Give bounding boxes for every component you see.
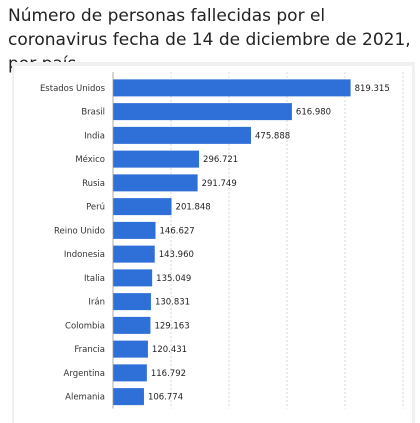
category-label: Francia xyxy=(74,345,105,355)
bar xyxy=(113,126,252,144)
data-label: 201.848 xyxy=(176,203,211,213)
bar xyxy=(113,103,292,121)
category-label: Reino Unido xyxy=(54,226,105,236)
data-label: 616.980 xyxy=(296,108,331,118)
data-label: 146.627 xyxy=(160,226,195,236)
bar xyxy=(113,364,147,382)
bar xyxy=(113,174,198,192)
category-label: India xyxy=(84,131,105,141)
category-label: Indonesia xyxy=(64,250,105,260)
category-label: Rusia xyxy=(82,179,105,189)
category-label: Brasil xyxy=(81,108,105,118)
category-label: Italia xyxy=(84,274,105,284)
bar xyxy=(113,150,200,168)
bar xyxy=(113,221,156,239)
bar xyxy=(113,293,151,311)
data-label: 475.888 xyxy=(255,131,290,141)
data-label: 296.721 xyxy=(203,155,238,165)
bar xyxy=(113,198,172,216)
bar xyxy=(113,388,144,406)
data-label: 120.431 xyxy=(152,345,187,355)
category-label: Perú xyxy=(86,203,105,213)
bar xyxy=(113,79,351,97)
category-label: México xyxy=(75,154,105,165)
data-label: 130.831 xyxy=(155,298,190,308)
category-label: Alemania xyxy=(65,393,105,403)
plot-area xyxy=(14,66,412,423)
data-label: 143.960 xyxy=(159,250,194,260)
data-label: 135.049 xyxy=(156,274,191,284)
data-label: 106.774 xyxy=(148,393,183,403)
bar xyxy=(113,316,151,334)
data-label: 116.792 xyxy=(151,369,186,379)
data-label: 129.163 xyxy=(154,321,189,331)
data-label: 291.749 xyxy=(202,179,237,189)
category-label: Estados Unidos xyxy=(40,84,106,94)
category-label: Irán xyxy=(88,298,105,308)
data-label: 819.315 xyxy=(355,84,390,94)
bar xyxy=(113,269,153,287)
bar xyxy=(113,340,148,358)
category-label: Colombia xyxy=(65,321,105,331)
bar xyxy=(113,245,155,263)
category-label: Argentina xyxy=(64,369,105,379)
